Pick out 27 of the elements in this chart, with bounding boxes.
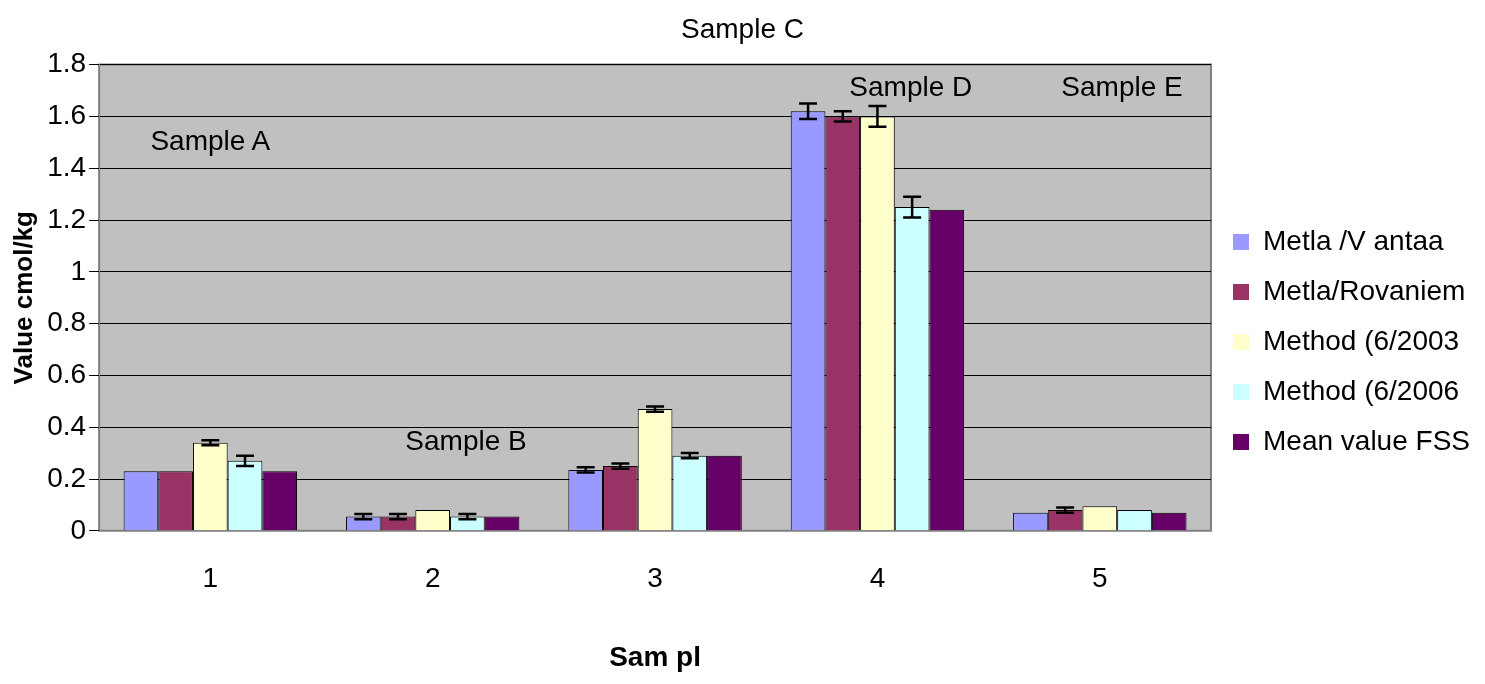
x-tick-label: 4: [869, 562, 886, 594]
y-tick-label: 0.6: [47, 358, 87, 390]
annotation: Sample E: [1061, 70, 1183, 102]
y-tick-label: 1.2: [47, 202, 87, 234]
chart-title: Sample C: [681, 12, 804, 44]
annotation: Sample B: [405, 424, 527, 456]
x-tick-label: 5: [1092, 562, 1108, 594]
legend-label: Metla/Rovaniem: [1263, 274, 1466, 306]
legend-label: Method (6/2003: [1263, 324, 1460, 356]
y-axis-title: Value cmol/kg: [7, 211, 38, 385]
y-tick-label: 0.8: [47, 306, 87, 338]
x-axis-title: Sam pl: [609, 640, 701, 672]
legend-label: Mean value FSS: [1263, 424, 1471, 456]
y-tick-label: 0: [70, 513, 87, 545]
x-tick-label: 3: [647, 562, 663, 594]
x-tick-label: 2: [424, 562, 441, 594]
y-tick-label: 1.6: [47, 99, 87, 131]
y-tick-label: 1: [70, 254, 87, 286]
legend-label: Method (6/2006: [1263, 374, 1460, 406]
y-tick-label: 0.2: [47, 461, 87, 493]
annotation: Sample D: [849, 70, 973, 102]
annotation: Sample A: [150, 124, 271, 156]
legend-label: Metla /V antaa: [1263, 224, 1444, 256]
y-tick-label: 0.4: [47, 409, 87, 441]
x-tick-label: 1: [202, 562, 219, 594]
y-tick-label: 1.8: [47, 47, 87, 79]
y-tick-label: 1.4: [47, 150, 87, 182]
